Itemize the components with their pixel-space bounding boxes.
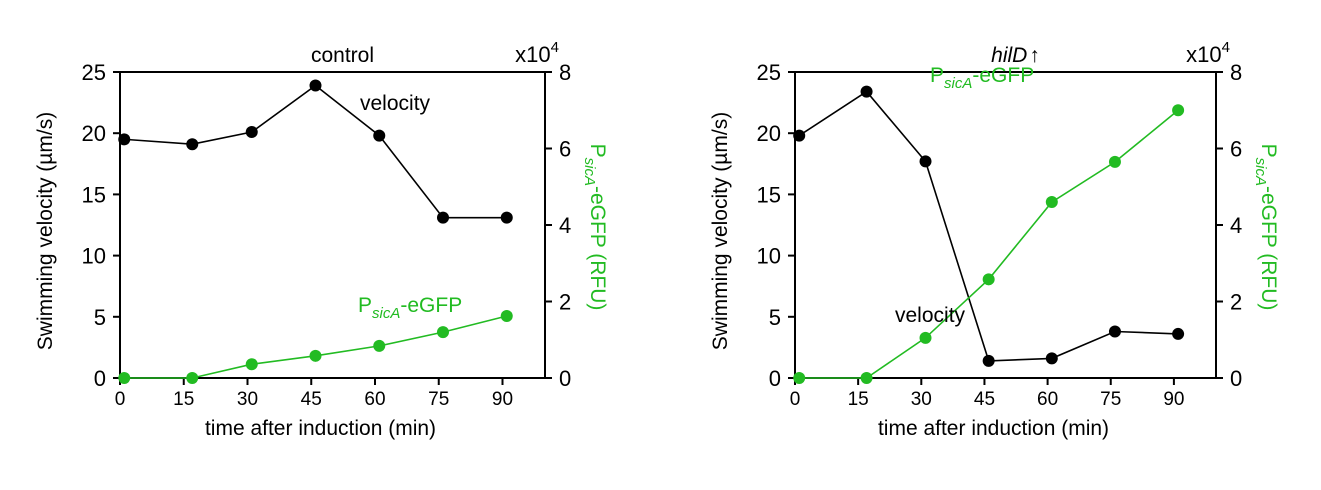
gfp-point	[186, 372, 199, 384]
y-tick-label: 5	[769, 305, 781, 330]
x-tick-label: 30	[911, 389, 932, 410]
chart-panel-2: 0 15 30 45 60 75 90 0 5 10 15 20 25 0 2 4 6 8 hilD↑ x104 tim…	[709, 39, 1280, 440]
velocity-point	[1172, 327, 1185, 340]
gfp-point	[1108, 155, 1121, 168]
velocity-point	[793, 129, 806, 142]
y-tick-label: 0	[769, 366, 781, 391]
velocity-point	[437, 211, 449, 224]
x-tick-label: 75	[1100, 389, 1121, 410]
velocity-point	[1108, 325, 1121, 338]
y2-tick-label: 2	[1230, 290, 1242, 315]
velocity-series-label: velocity	[895, 304, 966, 327]
gfp-series-label: PsicA-eGFP	[358, 294, 462, 322]
gfp-point	[1172, 104, 1185, 117]
y2-axis-label: PsicA-eGFP (RFU)	[1252, 144, 1280, 311]
gfp-point	[437, 326, 449, 339]
velocity-point	[373, 129, 386, 142]
y2-multiplier: x104	[515, 39, 559, 67]
x-axis-label: time after induction (min)	[205, 417, 436, 440]
gfp-point	[309, 349, 322, 362]
y2-tick-label: 4	[559, 213, 571, 238]
x-tick-label: 60	[364, 389, 385, 410]
y2-tick-label: 6	[1230, 137, 1242, 162]
gfp-point	[373, 339, 386, 352]
y2-axis-label: PsicA-eGFP (RFU)	[581, 144, 609, 311]
y-tick-label: 20	[757, 121, 781, 146]
x-tick-label: 15	[848, 389, 869, 410]
gfp-point	[1045, 196, 1058, 209]
x-tick-label: 30	[237, 389, 258, 410]
y2-tick-label: 2	[559, 290, 571, 315]
gfp-point	[793, 372, 806, 384]
y2-tick-label: 6	[559, 137, 571, 162]
gfp-point	[919, 331, 932, 344]
velocity-line	[124, 84, 507, 219]
x-axis-label: time after induction (min)	[878, 417, 1109, 440]
y-tick-label: 25	[82, 60, 106, 85]
x-tick-label: 45	[974, 389, 995, 410]
y2-multiplier: x104	[1186, 39, 1230, 67]
y-axis-label: Swimming velocity (µm/s)	[34, 112, 57, 350]
y-tick-label: 25	[757, 60, 781, 85]
y2-tick-label: 8	[1230, 60, 1242, 85]
y-tick-label: 15	[82, 182, 106, 207]
y-tick-label: 0	[94, 366, 106, 391]
gfp-point	[500, 310, 513, 323]
y-tick-label: 15	[757, 182, 781, 207]
gfp-series-label: PsicA-eGFP	[930, 64, 1034, 92]
x-tick-label: 75	[428, 389, 449, 410]
gfp-line	[124, 315, 507, 379]
chart-panel-1: 0 15 30 45 60 75 90 0 5 10 15 20 25 0 2 4 6 8 control x104 t…	[34, 39, 609, 440]
velocity-point	[982, 354, 995, 367]
x-tick-label: 0	[115, 389, 126, 410]
x-tick-label: 90	[492, 389, 513, 410]
y2-tick-label: 4	[1230, 213, 1242, 238]
velocity-point	[860, 85, 873, 98]
gfp-point	[982, 273, 995, 286]
y2-tick-label: 0	[559, 366, 571, 391]
y-axis-label: Swimming velocity (µm/s)	[709, 112, 732, 350]
gfp-line	[799, 109, 1179, 379]
y-tick-label: 10	[757, 244, 781, 269]
x-tick-label: 0	[790, 389, 801, 410]
x-tick-label: 15	[173, 389, 194, 410]
velocity-point	[245, 125, 258, 138]
velocity-point	[500, 211, 513, 224]
velocity-point	[118, 133, 131, 146]
x-tick-label: 60	[1037, 389, 1058, 410]
gfp-point	[860, 372, 873, 384]
y-tick-label: 10	[82, 244, 106, 269]
chart-title: control	[311, 44, 374, 67]
gfp-point	[118, 372, 131, 384]
chart-title: hilD↑	[991, 44, 1040, 67]
gfp-point	[245, 358, 258, 371]
velocity-point	[919, 155, 932, 168]
velocity-point	[186, 138, 199, 151]
velocity-point	[1045, 352, 1058, 365]
y2-tick-label: 8	[559, 60, 571, 85]
velocity-point	[309, 79, 322, 92]
velocity-series-label: velocity	[360, 92, 431, 115]
y2-tick-label: 0	[1230, 366, 1242, 391]
x-tick-label: 90	[1163, 389, 1184, 410]
y-tick-label: 20	[82, 121, 106, 146]
velocity-line	[798, 90, 1179, 362]
y-tick-label: 5	[94, 305, 106, 330]
x-tick-label: 45	[301, 389, 322, 410]
